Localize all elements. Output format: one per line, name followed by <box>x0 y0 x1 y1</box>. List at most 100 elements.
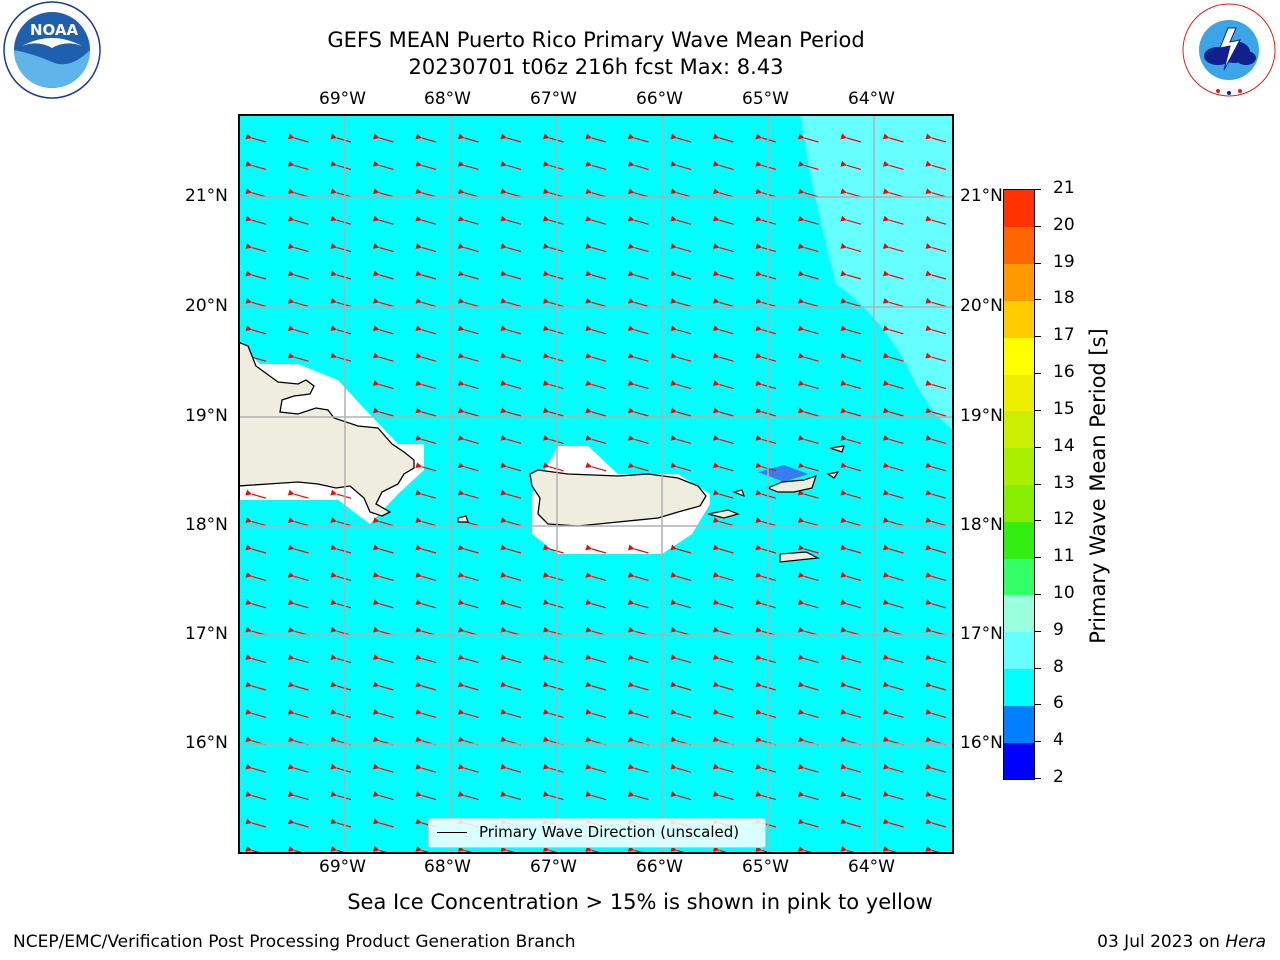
wave-arrow <box>797 325 819 335</box>
wave-arrow <box>712 215 734 225</box>
wave-arrow <box>840 380 862 390</box>
wave-arrow <box>372 681 394 691</box>
land-culebra <box>732 489 745 498</box>
wave-arrow <box>840 160 862 170</box>
footer-host: Hera <box>1225 932 1266 952</box>
wave-arrow <box>585 654 607 664</box>
wave-arrow <box>372 818 394 828</box>
colorbar-tick-mark <box>1035 520 1041 522</box>
wave-arrow <box>372 380 394 390</box>
wave-arrow <box>925 243 947 253</box>
wave-arrow <box>287 160 309 170</box>
wave-arrow <box>585 297 607 307</box>
wave-arrow <box>840 654 862 664</box>
wave-arrow <box>330 681 352 691</box>
wave-arrow <box>670 297 692 307</box>
lon-tick-bottom: 64°W <box>848 857 895 877</box>
wave-arrow <box>245 215 267 225</box>
wave-arrow <box>755 763 777 773</box>
wave-arrow <box>712 352 734 362</box>
wave-arrow <box>882 133 904 143</box>
lat-tick-left: 16°N <box>185 733 228 753</box>
wave-arrow <box>457 654 479 664</box>
wave-arrow <box>415 517 437 527</box>
wave-arrow <box>245 325 267 335</box>
lat-tick-right: 17°N <box>960 624 1003 644</box>
wave-arrow <box>500 681 522 691</box>
wave-arrow <box>330 544 352 554</box>
wave-arrow <box>925 654 947 664</box>
wave-arrow <box>500 517 522 527</box>
colorbar-tick-mark <box>1035 483 1041 485</box>
footer-right: 03 Jul 2023 on Hera <box>1097 932 1266 952</box>
wave-arrow <box>925 791 947 801</box>
land-vieques <box>707 509 740 519</box>
colorbar-segment <box>1004 190 1034 228</box>
wave-arrow <box>457 462 479 472</box>
colorbar-tick-mark <box>1035 336 1041 338</box>
wave-arrow <box>712 763 734 773</box>
wave-arrow <box>755 352 777 362</box>
wave-arrow <box>415 708 437 718</box>
wave-arrow <box>627 352 649 362</box>
footer-date: 03 Jul 2023 on <box>1097 932 1226 952</box>
wave-arrow <box>330 352 352 362</box>
colorbar-tick-label: 16 <box>1053 362 1075 383</box>
land-mona <box>457 515 469 523</box>
wave-arrow <box>585 434 607 444</box>
wave-arrow <box>755 270 777 280</box>
wave-arrow <box>415 462 437 472</box>
wave-arrow <box>372 544 394 554</box>
colorbar-tick-mark <box>1035 225 1041 227</box>
wave-arrow <box>415 571 437 581</box>
wave-arrow <box>500 352 522 362</box>
wave-arrow <box>882 160 904 170</box>
wave-arrow <box>287 352 309 362</box>
wave-arrow <box>670 352 692 362</box>
wave-arrow <box>670 243 692 253</box>
wave-arrow <box>712 708 734 718</box>
wave-arrow <box>415 544 437 554</box>
wave-arrow <box>670 325 692 335</box>
wave-arrow <box>415 325 437 335</box>
wave-arrow <box>585 243 607 253</box>
wave-arrow <box>670 407 692 417</box>
wave-arrow <box>712 380 734 390</box>
wave-arrow <box>882 407 904 417</box>
wave-arrow <box>287 708 309 718</box>
wave-arrow <box>372 352 394 362</box>
wave-arrow <box>882 462 904 472</box>
noaa-logo: NOAA <box>0 0 104 104</box>
wave-arrow <box>372 188 394 198</box>
wave-arrow <box>287 133 309 143</box>
wave-arrow <box>712 544 734 554</box>
land-anguilla <box>826 471 840 479</box>
lon-tick-top: 69°W <box>319 89 366 109</box>
wave-arrow <box>330 791 352 801</box>
lat-tick-left: 19°N <box>185 406 228 426</box>
wave-arrow <box>797 489 819 499</box>
wave-arrow <box>330 599 352 609</box>
wave-arrow <box>840 571 862 581</box>
colorbar-tick-mark <box>1035 557 1041 559</box>
colorbar-tick-mark <box>1035 446 1041 448</box>
wave-arrow <box>925 708 947 718</box>
wave-arrow <box>500 571 522 581</box>
wave-arrow <box>670 599 692 609</box>
wave-arrow <box>712 407 734 417</box>
nws-logo <box>1178 0 1280 100</box>
wave-arrow <box>287 188 309 198</box>
wave-arrow <box>797 462 819 472</box>
wave-arrow <box>627 544 649 554</box>
lat-tick-left: 18°N <box>185 515 228 535</box>
wave-arrow <box>245 352 267 362</box>
colorbar-segment <box>1004 558 1034 596</box>
wave-arrow <box>245 517 267 527</box>
wave-arrow <box>585 708 607 718</box>
wave-arrow <box>500 270 522 280</box>
wave-arrow <box>415 215 437 225</box>
wave-arrow <box>415 160 437 170</box>
wave-arrow <box>372 571 394 581</box>
wave-arrow <box>245 708 267 718</box>
wave-arrow <box>372 517 394 527</box>
